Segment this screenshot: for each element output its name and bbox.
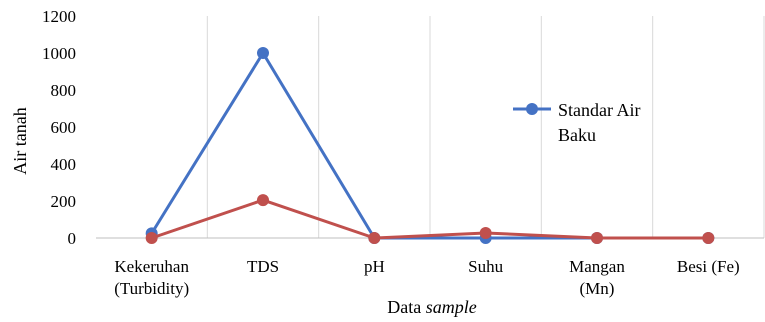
x-tick-label: Besi (Fe) bbox=[677, 257, 740, 276]
y-tick-label: 600 bbox=[51, 118, 77, 137]
y-axis-ticks: 0 200 400 600 800 1000 1200 bbox=[42, 7, 76, 248]
x-tick-label: (Turbidity) bbox=[114, 279, 189, 298]
y-tick-label: 1200 bbox=[42, 7, 76, 26]
x-axis-ticks: Kekeruhan (Turbidity) TDS pH Suhu Mangan (Mn) B… bbox=[114, 257, 740, 298]
y-tick-label: 0 bbox=[68, 229, 77, 248]
series-2-point bbox=[702, 232, 715, 244]
x-axis-title-part-italic: sample bbox=[426, 297, 477, 317]
x-axis-title: Data sample bbox=[387, 297, 476, 317]
y-tick-label: 200 bbox=[51, 192, 77, 211]
y-tick-label: 400 bbox=[51, 155, 77, 174]
x-tick-label: (Mn) bbox=[580, 279, 615, 298]
series-2-point bbox=[257, 194, 269, 207]
y-tick-label: 1000 bbox=[42, 44, 76, 63]
legend-label-line-1: Standar Air bbox=[558, 100, 641, 120]
series-2-point bbox=[145, 232, 158, 244]
series-2-point bbox=[479, 227, 492, 240]
x-tick-label: Suhu bbox=[468, 257, 503, 276]
legend-series-marker bbox=[526, 103, 538, 115]
legend-label-line-2: Baku bbox=[558, 125, 596, 145]
series-2-point bbox=[591, 232, 603, 244]
x-tick-label: Kekeruhan bbox=[114, 257, 189, 276]
vertical-gridlines bbox=[206, 16, 765, 238]
y-axis-title: Air tanah bbox=[10, 107, 30, 174]
series-2-point bbox=[368, 232, 381, 244]
series-group bbox=[145, 47, 715, 244]
series-1-point bbox=[257, 47, 269, 59]
x-tick-label: pH bbox=[364, 257, 385, 276]
x-tick-label: Mangan bbox=[569, 257, 625, 276]
x-axis-title-part: Data bbox=[387, 297, 425, 317]
x-tick-label: TDS bbox=[247, 257, 279, 276]
legend: Standar Air Baku bbox=[513, 100, 641, 145]
series-line-2 bbox=[151, 198, 709, 240]
y-tick-label: 800 bbox=[51, 81, 77, 100]
